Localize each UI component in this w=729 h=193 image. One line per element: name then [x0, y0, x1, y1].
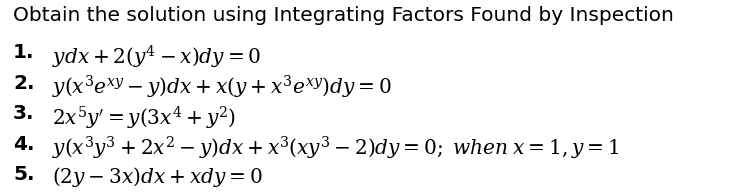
Text: 1.: 1. — [13, 43, 34, 62]
Text: 2.: 2. — [13, 74, 34, 93]
Text: $ydx + 2(y^{4} - x)dy = 0$: $ydx + 2(y^{4} - x)dy = 0$ — [52, 43, 262, 71]
Text: 3.: 3. — [13, 104, 34, 123]
Text: $y(x^{3}y^{3} + 2x^{2} - y)dx + x^{3}(xy^{3} - 2)dy = 0;\; \mathit{when}\; x = 1: $y(x^{3}y^{3} + 2x^{2} - y)dx + x^{3}(xy… — [52, 135, 620, 162]
Text: $2x^{5}y' = y(3x^{4}+y^{2})$: $2x^{5}y' = y(3x^{4}+y^{2})$ — [52, 104, 236, 132]
Text: $y(x^{3}e^{xy} - y)dx + x(y + x^{3}e^{xy})dy = 0$: $y(x^{3}e^{xy} - y)dx + x(y + x^{3}e^{xy… — [52, 74, 392, 101]
Text: 4.: 4. — [13, 135, 34, 154]
Text: $(2y - 3x)dx + xdy = 0$: $(2y - 3x)dx + xdy = 0$ — [52, 165, 263, 189]
Text: Obtain the solution using Integrating Factors Found by Inspection: Obtain the solution using Integrating Fa… — [13, 6, 674, 25]
Text: 5.: 5. — [13, 165, 34, 184]
